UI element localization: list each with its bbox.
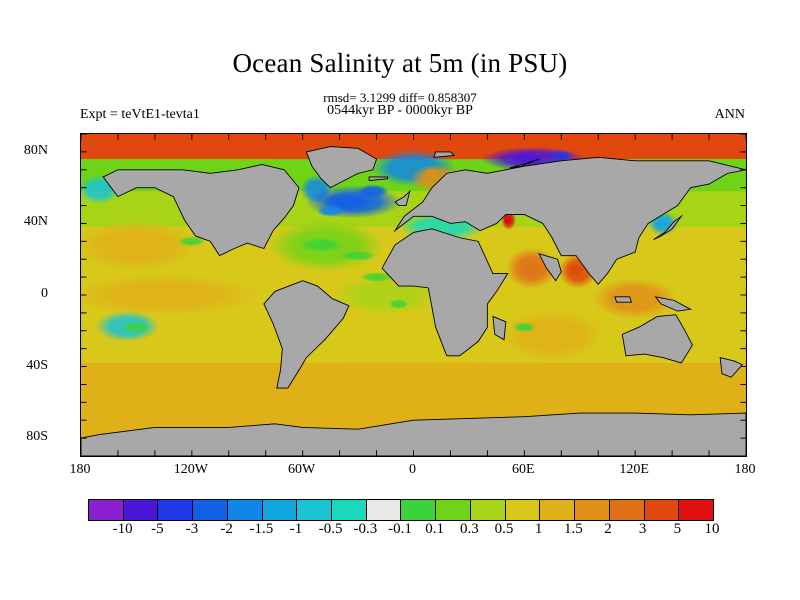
- colorbar-swatch: [332, 500, 367, 520]
- longitude-tick-label: 180: [69, 462, 91, 477]
- colorbar-swatch: [401, 500, 437, 520]
- colorbar-tick-label: -0.1: [388, 521, 412, 537]
- colorbar-swatch: [366, 500, 402, 520]
- colorbar-swatch: [193, 500, 228, 520]
- colorbar-tick-label: -1.5: [249, 521, 274, 537]
- figure-title: Ocean Salinity at 5m (in PSU): [232, 48, 568, 78]
- longitude-tick-label: 120W: [173, 462, 208, 477]
- period-label: 0544kyr BP - 0000kyr BP: [327, 103, 473, 118]
- latitude-tick-label: 80S: [26, 429, 48, 445]
- colorbar-swatch: [644, 500, 680, 520]
- colorbar-tick-label: -3: [185, 521, 199, 537]
- colorbar-swatch: [227, 500, 263, 520]
- latitude-tick-label: 0: [41, 286, 48, 301]
- colorbar-swatch: [123, 500, 159, 520]
- colorbar-tick-label: 2: [604, 521, 612, 537]
- longitude-tick-label: 120E: [619, 462, 649, 477]
- longitude-tick-label: 180: [734, 462, 756, 477]
- colorbar-tick-label: -0.3: [353, 521, 378, 537]
- colorbar-swatch: [436, 500, 471, 520]
- colorbar-tick-label: -0.5: [318, 521, 343, 537]
- colorbar-swatch: [297, 500, 333, 520]
- colorbar-swatch: [609, 500, 645, 520]
- longitude-tick-label: 60W: [288, 462, 316, 477]
- colorbar-swatch: [575, 500, 610, 520]
- latitude-tick-label: 80N: [23, 142, 48, 158]
- colorbar-swatch: [540, 500, 576, 520]
- colorbar-tick-label: 0.1: [425, 521, 445, 537]
- colorbar-swatch: [89, 500, 124, 520]
- colorbar-tick-label: -10: [112, 521, 133, 537]
- colorbar-tick-label: 0.3: [459, 521, 479, 537]
- colorbar-swatch: [505, 500, 541, 520]
- colorbar-swatch: [158, 500, 194, 520]
- map-plot-area: [80, 133, 747, 457]
- colorbar-tick-label: 3: [638, 521, 647, 537]
- longitude-tick-label: 60E: [512, 462, 535, 477]
- colorbar-swatch: [679, 500, 713, 520]
- statistics-line: rmsd= 3.1299 diff= 0.858307: [323, 90, 477, 105]
- longitude-tick-label: 0: [409, 462, 416, 477]
- colorbar-swatch: [262, 500, 298, 520]
- colorbar-tick-label: -1: [289, 521, 303, 537]
- colorbar-tick-label: 0.5: [494, 521, 514, 537]
- colorbar-tick-label: -5: [151, 521, 164, 537]
- colorbar-tick-label: 5: [673, 521, 682, 537]
- season-label: ANN: [714, 107, 745, 122]
- colorbar-tick-label: 1: [534, 521, 543, 537]
- colorbar-tick-label: 1.5: [563, 521, 583, 537]
- latitude-tick-label: 40S: [26, 357, 48, 373]
- colorbar-tick-label: 10: [704, 521, 720, 537]
- latitude-tick-label: 40N: [23, 214, 48, 230]
- colorbar-swatch: [470, 500, 506, 520]
- salinity-anomaly-map: [81, 134, 746, 456]
- colorbar: [88, 499, 714, 521]
- experiment-label: Expt = teVtE1-tevta1: [80, 107, 200, 122]
- colorbar-tick-label: -2: [220, 521, 233, 537]
